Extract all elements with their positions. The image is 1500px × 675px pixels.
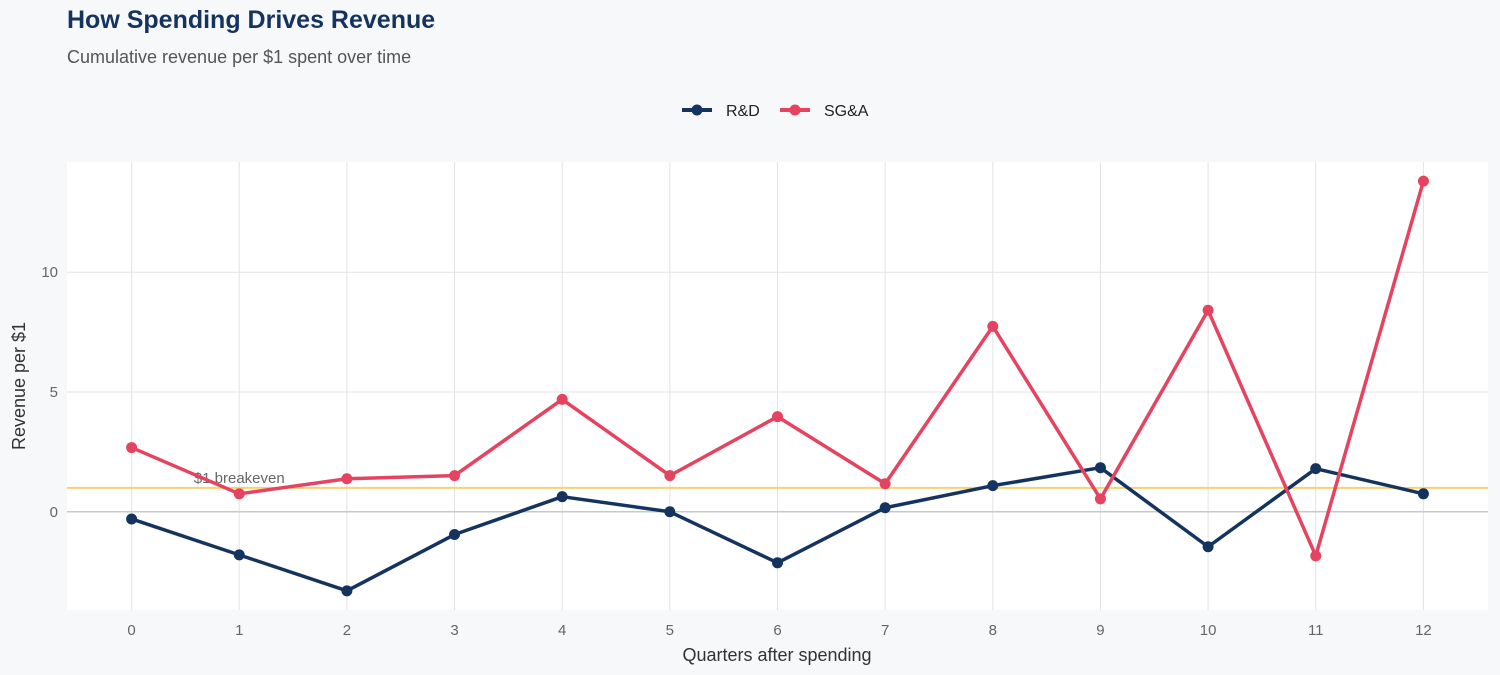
data-point — [1094, 462, 1106, 474]
data-point — [233, 488, 245, 500]
data-point — [126, 513, 138, 525]
data-point — [664, 470, 676, 482]
x-tick-label: 0 — [127, 622, 135, 639]
data-point — [987, 480, 999, 492]
x-axis-label: Quarters after spending — [682, 645, 871, 665]
y-tick-label: 10 — [41, 264, 58, 281]
data-point — [1094, 493, 1106, 505]
data-point — [1310, 463, 1322, 475]
x-tick-label: 10 — [1200, 622, 1217, 639]
y-tick-label: 5 — [50, 384, 58, 401]
data-point — [1310, 550, 1322, 562]
legend-label: R&D — [726, 103, 760, 120]
data-point — [1417, 175, 1429, 187]
x-tick-label: 9 — [1096, 622, 1104, 639]
data-point — [1202, 541, 1214, 553]
legend-label: SG&A — [824, 103, 869, 120]
x-tick-label: 5 — [666, 622, 674, 639]
data-point — [449, 529, 461, 541]
data-point — [126, 442, 138, 454]
x-tick-label: 7 — [881, 622, 889, 639]
data-point — [987, 320, 999, 332]
y-tick-label: 0 — [50, 504, 58, 521]
data-point — [233, 549, 245, 561]
y-axis-label: Revenue per $1 — [9, 322, 29, 450]
data-point — [1202, 304, 1214, 316]
x-tick-label: 2 — [343, 622, 351, 639]
x-tick-label: 3 — [450, 622, 458, 639]
data-point — [341, 473, 353, 485]
x-tick-label: 8 — [989, 622, 997, 639]
data-point — [1417, 488, 1429, 500]
chart-title: How Spending Drives Revenue — [67, 6, 436, 34]
data-point — [449, 470, 461, 482]
data-point — [879, 502, 891, 514]
data-point — [556, 393, 568, 405]
chart-subtitle: Cumulative revenue per $1 spent over tim… — [67, 47, 412, 67]
data-point — [772, 411, 783, 423]
x-tick-label: 12 — [1415, 622, 1432, 639]
legend-key-point — [789, 104, 801, 116]
legend-key-point — [691, 104, 703, 116]
x-tick-label: 11 — [1308, 622, 1324, 639]
data-point — [341, 585, 353, 597]
x-tick-label: 6 — [773, 622, 781, 639]
data-point — [772, 557, 783, 569]
data-point — [879, 478, 891, 490]
data-point — [556, 491, 568, 503]
x-tick-label: 1 — [235, 622, 243, 639]
x-tick-label: 4 — [558, 622, 566, 639]
data-point — [664, 506, 676, 518]
